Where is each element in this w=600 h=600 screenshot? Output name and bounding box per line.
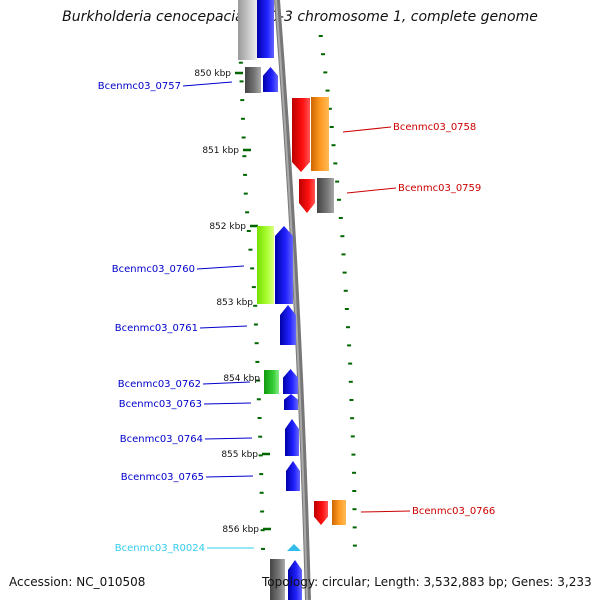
label-leader [203, 402, 252, 405]
cog-bar [245, 67, 261, 93]
cds-arrow-reverse [292, 98, 310, 172]
gene-label[interactable]: Bcenmc03_0757 [98, 81, 181, 92]
gene-label[interactable]: Bcenmc03_0764 [120, 434, 203, 445]
cds-arrow-forward [283, 369, 298, 394]
feature-track [238, 0, 346, 600]
topology-label: Topology: circular; Length: 3,532,883 bp… [262, 575, 592, 589]
gene-label[interactable]: Bcenmc03_0759 [398, 183, 481, 194]
tick-label: 855 kbp [221, 450, 258, 460]
cog-bar [317, 178, 334, 213]
cds-arrow-forward [275, 226, 293, 304]
cds-arrow-forward [284, 394, 298, 410]
gene-label[interactable]: Bcenmc03_R0024 [115, 543, 205, 554]
cds-arrow-forward [263, 67, 278, 92]
cds-arrow-reverse [314, 501, 328, 525]
cog-bar [238, 0, 257, 60]
cog-bar [264, 370, 279, 394]
cds-arrow-forward [286, 461, 300, 491]
tick-label: 854 kbp [223, 374, 260, 384]
label-leader [199, 325, 248, 329]
tick-label: 852 kbp [209, 222, 246, 232]
cds-arrow-forward [285, 419, 299, 456]
accession-label: Accession: NC_010508 [9, 575, 146, 589]
label-leader [360, 510, 411, 513]
label-leader [342, 126, 392, 133]
cog-bar [311, 97, 329, 171]
cog-bar [270, 559, 285, 600]
gene-labels: Bcenmc03_0757 Bcenmc03_0758 Bcenmc03_0759 B… [98, 81, 496, 554]
tick-label: 856 kbp [222, 525, 259, 535]
label-leader [346, 187, 397, 194]
cds-arrow-forward [257, 0, 274, 58]
tick-label: 853 kbp [216, 298, 253, 308]
cds-arrow-forward [288, 560, 302, 600]
gene-label[interactable]: Bcenmc03_0762 [118, 379, 201, 390]
gene-label[interactable]: Bcenmc03_0765 [121, 472, 204, 483]
tick-marks: 850 kbp 851 kbp 852 kbp 853 kbp 854 kbp 855 k… [194, 35, 357, 550]
label-leader [196, 265, 245, 270]
tick-label: 850 kbp [194, 69, 231, 79]
gene-label[interactable]: Bcenmc03_0766 [412, 506, 495, 517]
gene-label[interactable]: Bcenmc03_0758 [393, 122, 476, 133]
cds-arrow-forward [280, 305, 296, 345]
cog-bar [332, 500, 346, 525]
tick-label: 851 kbp [202, 146, 239, 156]
gene-label[interactable]: Bcenmc03_0763 [119, 399, 202, 410]
map-title: Burkholderia cenocepacia MC0-3 chromosom… [62, 9, 538, 25]
label-leader [205, 475, 254, 478]
gene-label[interactable]: Bcenmc03_0761 [115, 323, 198, 334]
cds-arrow-reverse [299, 179, 315, 213]
cog-bar [257, 226, 274, 304]
label-leader [182, 81, 233, 87]
label-leader [204, 437, 253, 440]
label-leader [202, 381, 251, 385]
rna-feature [287, 544, 301, 551]
gene-label[interactable]: Bcenmc03_0760 [112, 264, 195, 275]
